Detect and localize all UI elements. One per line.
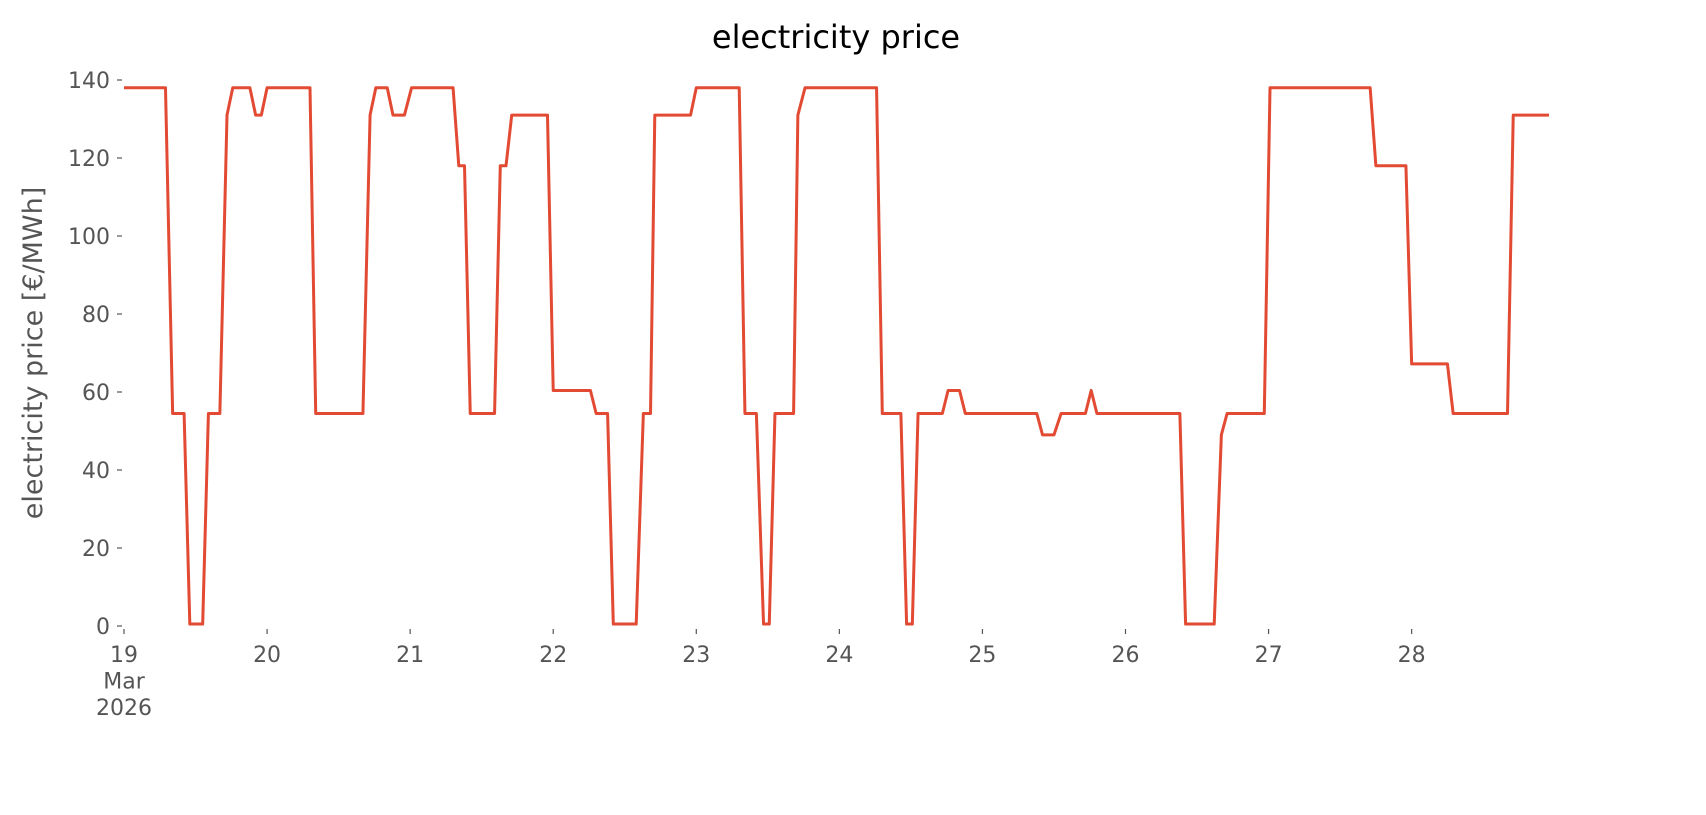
x-tick-label: 20 [253,643,281,668]
x-tick-label: 26 [1112,643,1140,668]
y-tick-label: 40 [82,459,110,484]
y-tick-label: 80 [82,303,110,328]
x-tick-label: 24 [825,643,853,668]
x-tick-label: 27 [1255,643,1283,668]
x-tick-label: 23 [682,643,710,668]
x-tick-label: 19 Mar 2026 [96,643,152,721]
price-line [124,86,1549,626]
x-tick-label: 25 [968,643,996,668]
x-tick-label: 21 [396,643,424,668]
y-tick-label: 120 [68,147,110,172]
y-tick-label: 20 [82,537,110,562]
x-tick-label: 28 [1398,643,1426,668]
y-tick-label: 0 [96,615,110,640]
y-tick-label: 60 [82,381,110,406]
y-axis-label: electricity price [€/MWh] [18,187,49,519]
y-tick-label: 100 [68,225,110,250]
x-tick-label: 22 [539,643,567,668]
chart-title: electricity price [712,18,960,56]
y-tick-label: 140 [68,69,110,94]
